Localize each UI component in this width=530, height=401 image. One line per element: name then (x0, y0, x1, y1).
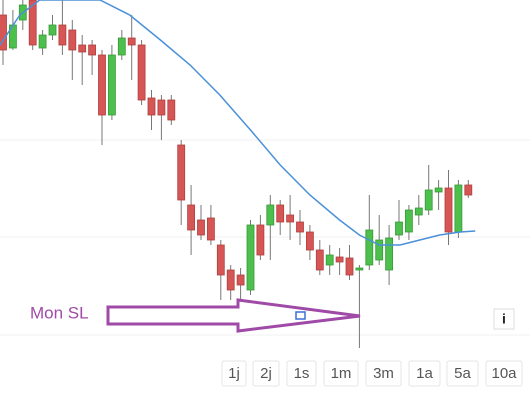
candle-body (187, 204, 196, 231)
annotation: Mon SL (30, 303, 89, 322)
candle-body (157, 99, 166, 116)
range-label[interactable]: 1s (294, 365, 310, 382)
candle-body (78, 44, 87, 53)
range-buttons: 1j 2j 1s 1m 3m 1a 5a 10a (221, 360, 523, 387)
candle-body (315, 249, 324, 271)
candle-body (137, 44, 146, 101)
candle-body (0, 14, 7, 51)
candle-body (454, 184, 463, 233)
candle-body (68, 29, 77, 51)
candle-body (58, 24, 67, 46)
candle-body (206, 217, 215, 241)
candle-body (127, 37, 136, 46)
candle-body (404, 209, 413, 233)
range-button[interactable] (365, 360, 402, 387)
candle-body (28, 0, 37, 46)
candle-body (395, 221, 403, 236)
range-label[interactable]: 1a (416, 365, 433, 382)
range-label[interactable]: 1j (228, 365, 240, 382)
candle-body (147, 97, 156, 116)
candle-body (385, 237, 394, 271)
range-label[interactable]: 10a (491, 365, 517, 382)
range-label[interactable]: 1m (331, 365, 352, 382)
candle-body (434, 187, 443, 193)
candle-body (117, 37, 126, 56)
candle-body (286, 214, 295, 223)
candle-body (216, 244, 225, 276)
candle-body (355, 267, 364, 271)
candle-body (88, 44, 96, 56)
candle-body (365, 229, 374, 266)
candle-body (424, 189, 433, 211)
range-button[interactable] (323, 360, 359, 387)
candle-body (236, 274, 245, 286)
sl-arrow (106, 298, 361, 333)
range-button[interactable] (286, 360, 317, 387)
candle-body (305, 231, 314, 251)
candle-body (325, 254, 334, 266)
range-button[interactable] (252, 360, 280, 387)
info-icon[interactable]: i (502, 311, 506, 327)
candle-body (335, 256, 344, 263)
candle-body (38, 34, 47, 49)
range-label[interactable]: 5a (454, 365, 471, 382)
range-button[interactable] (221, 360, 247, 387)
candle-body (98, 54, 106, 116)
candle-body (276, 204, 285, 223)
candle-body (246, 224, 255, 291)
candle-body (177, 144, 186, 201)
candle-body (296, 221, 304, 233)
candle-body (256, 224, 265, 256)
event-icon (295, 311, 306, 320)
candle-body (464, 184, 473, 196)
info-button[interactable] (493, 308, 515, 330)
candle-body (414, 207, 423, 216)
candle-body (345, 257, 354, 276)
range-button[interactable] (408, 360, 441, 387)
candle-body (375, 239, 384, 261)
range-label[interactable]: 3m (373, 365, 394, 382)
range-button[interactable] (485, 360, 523, 387)
plot (0, 0, 476, 348)
candle-body (108, 54, 116, 116)
moving-average (0, 0, 476, 246)
candle-body (197, 219, 205, 236)
range-label[interactable]: 2j (260, 365, 272, 382)
candle-body (167, 99, 176, 121)
candle-body (48, 24, 57, 36)
candle-body (444, 187, 453, 233)
range-button[interactable] (446, 360, 479, 387)
candle-body (266, 204, 275, 226)
candle-body (226, 269, 235, 291)
